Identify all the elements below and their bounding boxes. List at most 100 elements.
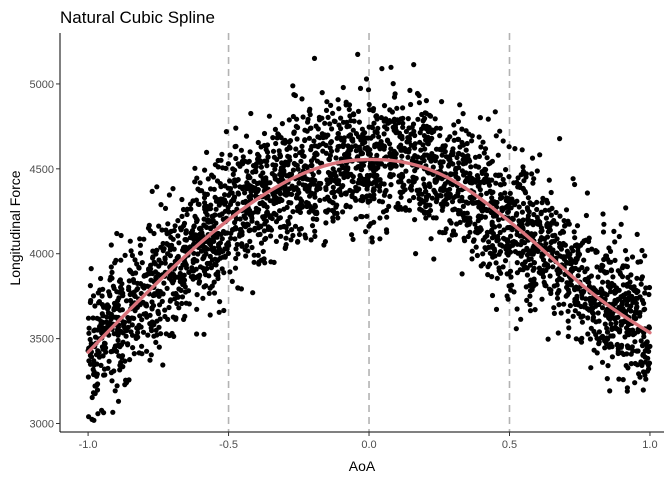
- scatter-point: [144, 271, 150, 278]
- scatter-point: [315, 134, 321, 140]
- scatter-point: [258, 173, 264, 179]
- scatter-point: [614, 342, 620, 348]
- scatter-point: [210, 217, 216, 223]
- scatter-point: [181, 281, 187, 287]
- scatter-point: [459, 168, 465, 174]
- scatter-point: [325, 194, 331, 200]
- scatter-point: [345, 143, 351, 149]
- scatter-point: [96, 316, 102, 322]
- scatter-point: [219, 236, 225, 242]
- scatter-point: [400, 105, 406, 111]
- scatter-point: [540, 195, 546, 201]
- scatter-point: [162, 313, 168, 320]
- scatter-point: [402, 187, 408, 193]
- scatter-point: [137, 313, 143, 319]
- scatter-point: [319, 90, 325, 96]
- x-tick-label: -0.5: [219, 439, 238, 451]
- scatter-point: [178, 287, 184, 293]
- scatter-point: [308, 205, 314, 211]
- scatter-point: [514, 270, 521, 276]
- scatter-point: [619, 350, 625, 356]
- scatter-point: [381, 143, 387, 149]
- scatter-point: [501, 227, 507, 233]
- scatter-point: [364, 193, 370, 199]
- scatter-point: [211, 238, 217, 244]
- scatter-point: [525, 216, 531, 222]
- scatter-point: [474, 173, 480, 179]
- scatter-point: [589, 246, 595, 252]
- scatter-point: [622, 309, 629, 315]
- scatter-point: [125, 342, 131, 348]
- scatter-point: [617, 327, 623, 333]
- scatter-point: [237, 163, 243, 169]
- scatter-point: [639, 274, 646, 280]
- scatter-point: [486, 179, 492, 185]
- scatter-point: [356, 164, 362, 170]
- scatter-point: [572, 235, 578, 241]
- scatter-point: [494, 238, 500, 244]
- scatter-point: [208, 242, 214, 248]
- scatter-point: [442, 143, 448, 149]
- scatter-point: [279, 121, 285, 127]
- scatter-point: [547, 273, 553, 279]
- scatter-point: [598, 286, 604, 292]
- scatter-point: [290, 83, 296, 89]
- scatter-point: [323, 107, 330, 113]
- scatter-point: [134, 261, 140, 267]
- scatter-point: [599, 305, 606, 311]
- scatter-point: [312, 228, 318, 234]
- scatter-point: [291, 129, 297, 135]
- scatter-point: [618, 344, 624, 350]
- scatter-point: [574, 223, 581, 229]
- scatter-point: [151, 259, 157, 265]
- scatter-point: [507, 190, 513, 196]
- scatter-point: [427, 202, 433, 208]
- scatter-point: [635, 348, 641, 354]
- scatter-point: [211, 261, 218, 268]
- scatter-point: [490, 189, 496, 195]
- scatter-point: [251, 252, 257, 258]
- y-tick-label: 4500: [30, 164, 54, 176]
- scatter-point: [437, 133, 443, 139]
- scatter-point: [283, 244, 289, 250]
- scatter-point: [221, 270, 227, 276]
- scatter-point: [575, 254, 581, 260]
- scatter-point: [385, 120, 391, 126]
- scatter-point: [486, 161, 492, 167]
- scatter-point: [231, 195, 237, 201]
- scatter-point: [336, 106, 342, 112]
- scatter-point: [212, 194, 218, 200]
- scatter-point: [527, 200, 533, 206]
- scatter-point: [258, 164, 264, 170]
- scatter-point: [173, 291, 179, 297]
- scatter-point: [326, 156, 333, 163]
- scatter-point: [137, 242, 143, 248]
- scatter-point: [440, 159, 446, 165]
- scatter-point: [609, 354, 616, 360]
- scatter-point: [477, 179, 483, 186]
- scatter-point: [169, 278, 175, 284]
- scatter-point: [105, 310, 111, 316]
- scatter-point: [304, 128, 310, 134]
- scatter-point: [469, 256, 475, 262]
- scatter-point: [612, 257, 618, 263]
- scatter-point: [350, 127, 356, 133]
- scatter-point: [94, 382, 100, 388]
- scatter-point: [540, 274, 547, 280]
- scatter-point: [417, 201, 423, 207]
- scatter-point: [191, 224, 197, 230]
- scatter-point: [364, 186, 370, 192]
- scatter-point: [98, 362, 104, 368]
- scatter-point: [154, 184, 160, 190]
- scatter-point: [401, 182, 407, 188]
- scatter-point: [174, 274, 180, 280]
- scatter-point: [387, 107, 393, 113]
- scatter-point: [225, 161, 231, 167]
- scatter-point: [305, 116, 311, 122]
- scatter-point: [333, 173, 339, 179]
- scatter-point: [302, 182, 308, 188]
- scatter-points: [85, 51, 653, 423]
- scatter-point: [203, 283, 209, 289]
- scatter-point: [216, 309, 222, 315]
- scatter-point: [340, 183, 346, 189]
